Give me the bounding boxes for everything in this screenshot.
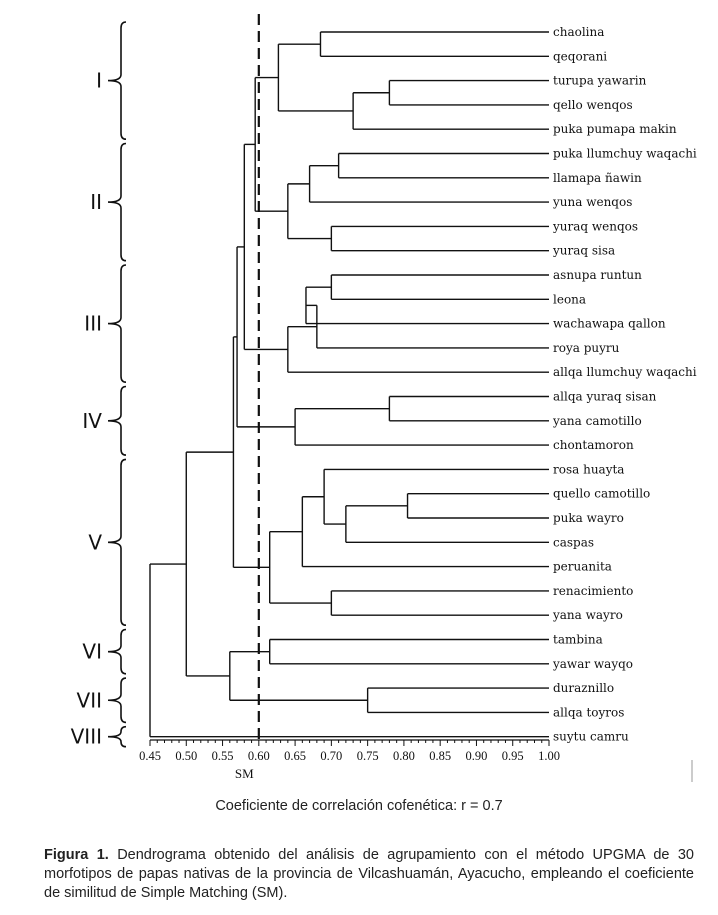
leaf-label: chontamoron (553, 438, 634, 452)
group-brace (107, 385, 127, 456)
leaf-label: quello camotillo (553, 487, 650, 501)
leaf-label: chaolina (553, 25, 604, 39)
group-brace (107, 21, 127, 140)
leaf-label: roya puyru (553, 341, 620, 355)
leaf-label: renacimiento (553, 584, 633, 598)
x-tick-label: 0.85 (429, 749, 451, 763)
group-brace (107, 725, 127, 748)
leaf-label: tambina (553, 633, 603, 647)
group-label: V (88, 530, 102, 554)
x-tick-label: 0.75 (357, 749, 379, 763)
leaf-label: leona (553, 292, 586, 306)
group-brace (107, 677, 127, 724)
leaf-label: yuraq sisa (552, 244, 615, 258)
x-tick-label: 1.00 (538, 749, 560, 763)
x-tick-label: 0.90 (466, 749, 488, 763)
leaf-label: caspas (553, 535, 594, 549)
leaf-label: yana camotillo (552, 414, 642, 428)
leaf-label: asnupa runtun (553, 268, 642, 282)
leaf-label: puka pumapa makin (553, 122, 677, 136)
leaf-label: yawar wayqo (552, 657, 633, 671)
caption-label: Figura 1. (44, 847, 109, 863)
group-label: II (90, 190, 102, 214)
figure-caption: Figura 1. Dendrograma obtenido del análi… (44, 846, 694, 903)
x-tick-label: 0.60 (248, 749, 270, 763)
leaf-label: peruanita (553, 560, 612, 574)
x-tick-label: 0.70 (320, 749, 342, 763)
x-tick-label: 0.45 (139, 749, 161, 763)
dendrogram-svg: chaolina qeqorani turupa yawarin qello wenq… (71, 14, 697, 782)
cophenetic-correlation-text: Coeficiente de correlación cofenética: r… (215, 798, 503, 814)
leaf-label: suytu camru (553, 730, 629, 744)
leaf-label: yana wayro (552, 608, 623, 622)
x-axis-title: SM (235, 766, 254, 781)
leaf-label: puka llumchuy waqachi (553, 147, 697, 161)
leaf-label: allqa llumchuy waqachi (553, 365, 697, 379)
leaf-label: yuraq wenqos (552, 219, 638, 233)
group-brace (107, 628, 127, 675)
leaf-label: qeqorani (553, 49, 607, 63)
group-label: I (96, 69, 102, 93)
leaf-label: rosa huayta (553, 462, 624, 476)
leaf-label: duraznillo (553, 681, 614, 695)
leaf-label: qello wenqos (553, 98, 633, 112)
dendrogram-figure: chaolina qeqorani turupa yawarin qello wenq… (71, 14, 697, 782)
leaf-label: wachawapa qallon (553, 317, 666, 331)
leaf-label: yuna wenqos (552, 195, 632, 209)
leaf-label: allqa yuraq sisan (553, 390, 657, 404)
x-tick-label: 0.80 (393, 749, 415, 763)
group-label: VIII (71, 725, 102, 749)
caption-text: Dendrograma obtenido del análisis de agr… (44, 847, 694, 901)
leaf-label: allqa toyros (553, 705, 624, 719)
group-label: VI (82, 640, 102, 664)
leaf-label: turupa yawarin (553, 74, 647, 88)
group-label: III (84, 312, 102, 336)
group-label: VII (77, 688, 102, 712)
group-brace (107, 264, 127, 383)
leaf-label: puka wayro (553, 511, 624, 525)
leaf-label: llamapa ñawin (553, 171, 642, 185)
x-tick-label: 0.65 (284, 749, 306, 763)
x-tick-label: 0.95 (502, 749, 524, 763)
x-tick-label: 0.50 (175, 749, 197, 763)
group-brace (107, 458, 127, 626)
x-tick-label: 0.55 (212, 749, 234, 763)
group-brace (107, 142, 127, 262)
group-label: IV (82, 409, 102, 433)
